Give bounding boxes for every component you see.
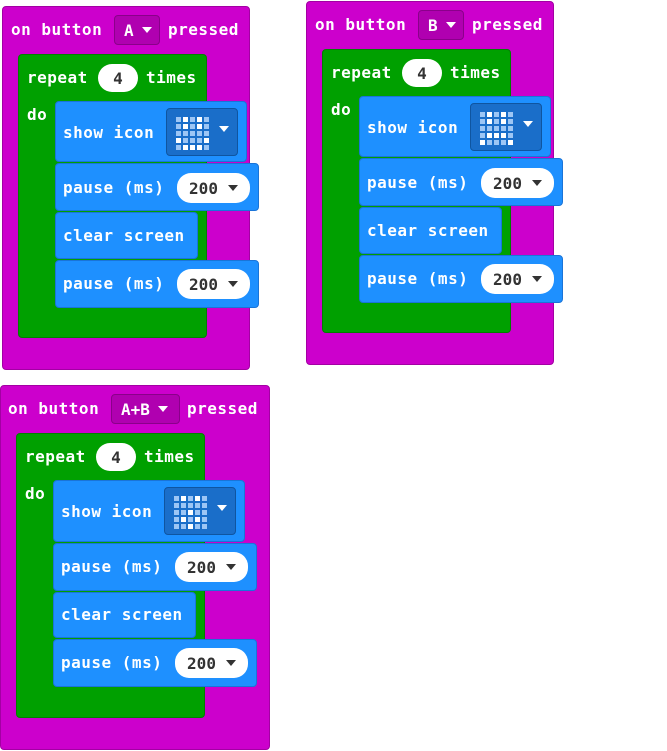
pause-duration-dropdown[interactable]: 200 [177,173,250,203]
chevron-down-icon [225,660,236,666]
clear-screen-label: clear screen [63,226,185,245]
pressed-label: pressed [472,15,543,34]
chevron-down-icon [219,126,229,132]
clear-screen-block[interactable] [53,592,196,638]
icon-picker[interactable] [166,108,238,156]
button-dropdown-value: A [124,20,134,40]
button-dropdown-value: B [428,15,438,35]
pause-block[interactable] [359,158,563,206]
pressed-label: pressed [168,20,239,39]
pause-duration-value: 200 [187,557,216,577]
pause-duration-dropdown[interactable]: 200 [175,552,248,582]
pause-label: pause (ms) [63,178,165,197]
on-button-label: on button [11,20,103,39]
pause-label: pause (ms) [61,557,163,576]
pause-duration-value: 200 [189,274,218,294]
times-label: times [450,63,501,82]
pause-duration-dropdown[interactable]: 200 [177,269,250,299]
button-dropdown[interactable]: B [418,10,464,40]
pause-duration-value: 200 [493,173,522,193]
surprised-face-icon [174,496,207,529]
clear-screen-label: clear screen [61,605,183,624]
clear-screen-block[interactable] [359,207,502,254]
show-icon-label: show icon [367,118,459,137]
pause-duration-value: 200 [187,653,216,673]
clear-screen-block[interactable] [55,212,198,259]
do-label: do [331,100,352,119]
repeat-label: repeat [25,447,86,466]
repeat-count-input[interactable]: 4 [402,59,442,87]
show-icon-label: show icon [61,502,153,521]
button-dropdown[interactable]: A+B [111,394,180,424]
chevron-down-icon [217,505,227,511]
icon-picker[interactable] [164,487,236,535]
chevron-down-icon [227,281,238,287]
times-label: times [144,447,195,466]
repeat-label: repeat [27,68,88,87]
pause-duration-dropdown[interactable]: 200 [481,168,554,198]
pause-label: pause (ms) [63,274,165,293]
chevron-down-icon [225,564,236,570]
show-icon-label: show icon [63,123,155,142]
pause-duration-value: 200 [493,269,522,289]
icon-picker[interactable] [470,103,542,151]
repeat-count-input[interactable]: 4 [98,64,138,92]
pressed-label: pressed [187,399,258,418]
chevron-down-icon [531,276,542,282]
pause-duration-value: 200 [189,178,218,198]
on-button-label: on button [8,399,100,418]
button-dropdown[interactable]: A [114,15,160,45]
button-dropdown-value: A+B [121,399,150,419]
sad-face-icon [480,112,513,145]
happy-face-icon [176,117,209,150]
chevron-down-icon [157,406,168,412]
repeat-count-input[interactable]: 4 [96,443,136,471]
chevron-down-icon [445,22,456,28]
chevron-down-icon [141,27,152,33]
chevron-down-icon [523,121,533,127]
chevron-down-icon [227,185,238,191]
on-button-label: on button [315,15,407,34]
repeat-label: repeat [331,63,392,82]
times-label: times [146,68,197,87]
pause-block[interactable] [53,543,257,591]
do-label: do [25,484,46,503]
pause-label: pause (ms) [367,173,469,192]
clear-screen-label: clear screen [367,221,489,240]
pause-duration-dropdown[interactable]: 200 [481,264,554,294]
pause-duration-dropdown[interactable]: 200 [175,648,248,678]
do-label: do [27,105,48,124]
chevron-down-icon [531,180,542,186]
pause-label: pause (ms) [61,653,163,672]
pause-label: pause (ms) [367,269,469,288]
